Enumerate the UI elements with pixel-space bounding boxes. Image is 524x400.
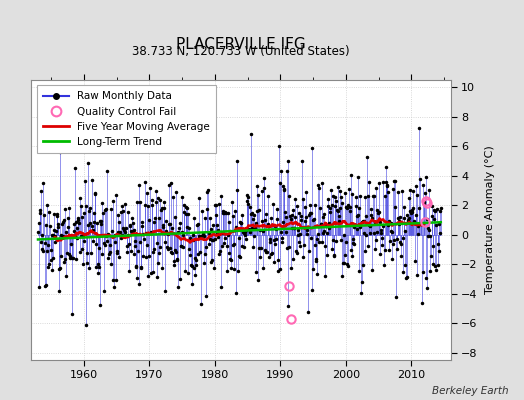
Text: Berkeley Earth: Berkeley Earth <box>432 386 508 396</box>
Legend: Raw Monthly Data, Quality Control Fail, Five Year Moving Average, Long-Term Tren: Raw Monthly Data, Quality Control Fail, … <box>37 85 216 153</box>
Y-axis label: Temperature Anomaly (°C): Temperature Anomaly (°C) <box>485 146 495 294</box>
Text: PLACERVILLE IFG: PLACERVILLE IFG <box>176 37 306 52</box>
Title: 38.733 N, 120.733 W (United States): 38.733 N, 120.733 W (United States) <box>132 45 350 58</box>
